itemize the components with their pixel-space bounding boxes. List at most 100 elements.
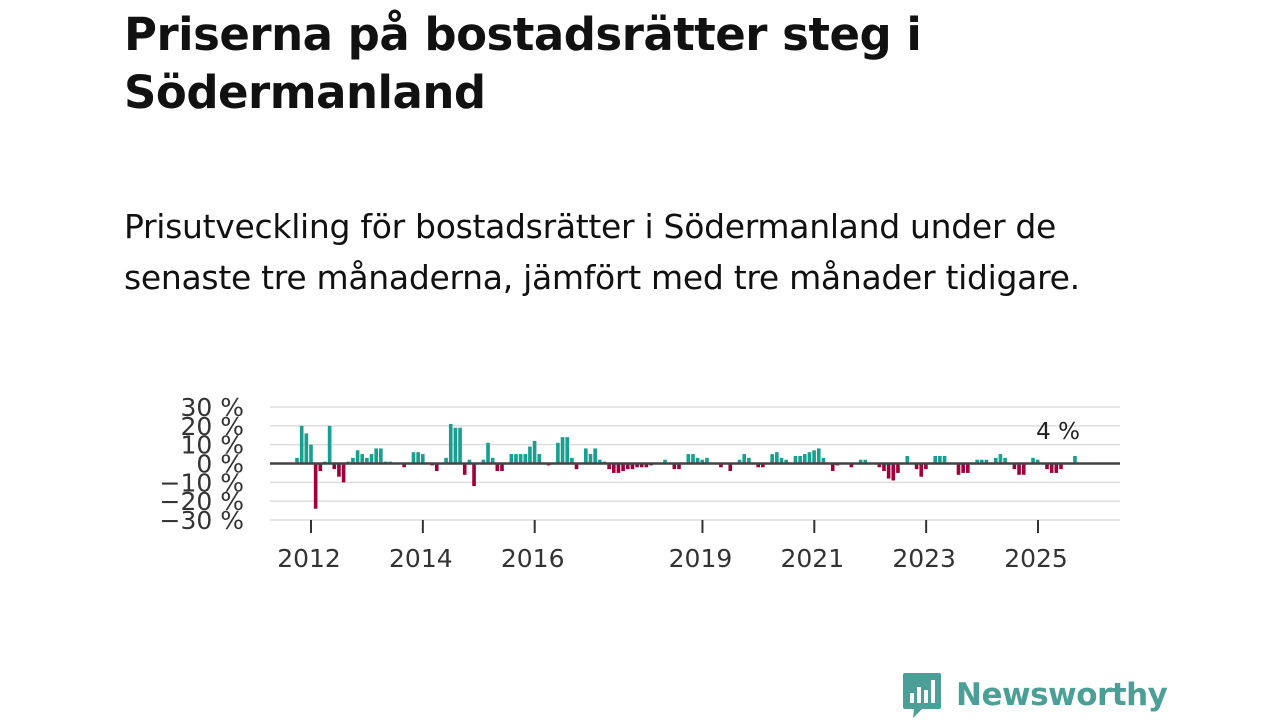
bar [812, 450, 816, 464]
bar [453, 427, 458, 464]
bar [1012, 463, 1017, 470]
bar [779, 457, 784, 464]
latest-value-label: 4 % [1036, 419, 1080, 445]
bar [942, 455, 947, 464]
x-tick-label: 2021 [780, 544, 844, 573]
y-tick-label: 30 % [180, 393, 244, 422]
bar [434, 463, 439, 472]
bar [891, 463, 896, 481]
bar [691, 454, 695, 464]
bar [472, 463, 476, 487]
bar [295, 457, 299, 464]
bar [705, 457, 709, 464]
bar [574, 463, 579, 470]
bar [556, 442, 560, 464]
bar [1073, 455, 1077, 464]
bar [486, 442, 490, 464]
bar [635, 463, 639, 468]
bar [993, 457, 998, 464]
bar [481, 459, 486, 464]
bar [337, 463, 341, 477]
bar [490, 457, 495, 464]
bar [598, 459, 602, 464]
bar [905, 455, 910, 464]
bar [1045, 463, 1049, 470]
newsworthy-logo-icon [903, 673, 941, 718]
newsworthy-logo: Newsworthy [902, 670, 1168, 720]
x-tick-label: 2019 [669, 544, 733, 573]
bar [304, 433, 309, 464]
bar [877, 463, 882, 468]
bar [984, 459, 989, 464]
bar [467, 459, 472, 464]
x-tick-label: 2012 [277, 544, 341, 573]
bar [793, 455, 798, 464]
brand-name: Newsworthy [956, 677, 1168, 713]
bar [332, 463, 337, 470]
bar [444, 457, 448, 464]
bar [565, 437, 570, 464]
bar [644, 463, 649, 468]
bar [448, 423, 453, 464]
bar [420, 454, 425, 464]
bar [458, 427, 462, 464]
x-tick-label: 2014 [389, 544, 453, 573]
bar [863, 459, 868, 464]
bar [341, 463, 346, 483]
bar [369, 454, 374, 464]
bar [966, 463, 970, 473]
bar [770, 454, 774, 464]
chart-bars [295, 423, 1077, 509]
bar [677, 463, 681, 470]
bar [327, 425, 332, 464]
bar [313, 463, 318, 509]
grid-lines [270, 406, 1120, 521]
bar [933, 455, 938, 464]
bar [979, 459, 984, 464]
bar [593, 448, 597, 464]
bar [1054, 463, 1059, 473]
bar [849, 463, 854, 468]
bar [998, 454, 1003, 464]
bar [514, 454, 518, 464]
bar [560, 437, 565, 464]
bar [1035, 459, 1040, 464]
y-tick-label: −20 % [160, 487, 244, 516]
y-tick-label: 0 % [196, 450, 244, 479]
bar [402, 463, 406, 468]
bar [616, 463, 621, 473]
bar [570, 457, 574, 464]
bar [351, 457, 355, 464]
bar [1017, 463, 1021, 475]
bar [784, 459, 788, 464]
bar [830, 463, 835, 472]
bar [742, 454, 747, 464]
bar [737, 459, 742, 464]
bar [961, 463, 965, 473]
bar [355, 450, 360, 464]
bar [919, 463, 924, 477]
x-tick-label: 2025 [1004, 544, 1068, 573]
bar [1003, 457, 1007, 464]
bar [719, 463, 723, 468]
bar [882, 463, 886, 472]
x-tick-label: 2016 [501, 544, 565, 573]
page-subtitle: Prisutveckling för bostadsrätter i Söder… [124, 207, 1080, 297]
bar [374, 448, 379, 464]
bar [625, 463, 630, 470]
bar [360, 454, 365, 464]
bar [1021, 463, 1026, 475]
bar [821, 457, 826, 464]
bar [630, 463, 635, 470]
bar [695, 457, 700, 464]
bar [914, 463, 919, 470]
bar [807, 452, 812, 464]
bar [621, 463, 625, 472]
bar [523, 454, 528, 464]
page-title: Priserna på bostadsrätter steg i Söderma… [124, 8, 922, 119]
bar [756, 463, 761, 468]
y-tick-label: 20 % [180, 412, 244, 441]
bar [663, 459, 667, 464]
bar [886, 463, 891, 479]
bar [775, 452, 779, 464]
